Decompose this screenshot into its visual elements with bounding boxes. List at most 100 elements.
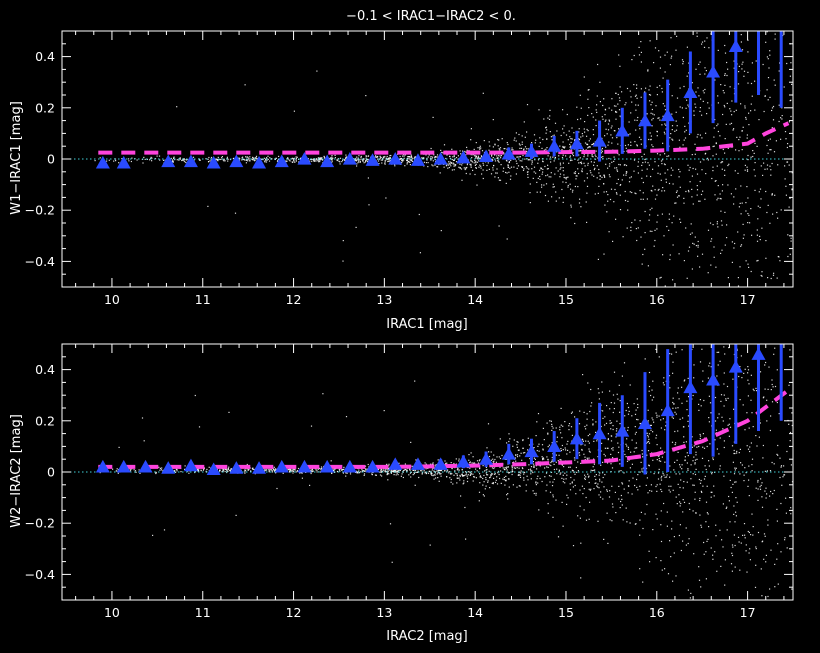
x-tick-label: 15 — [558, 605, 574, 620]
scatter-point — [648, 89, 650, 91]
scatter-point — [453, 474, 455, 476]
scatter-point — [569, 149, 571, 151]
scatter-point — [356, 163, 358, 165]
scatter-point — [493, 477, 495, 479]
scatter-point — [568, 162, 570, 164]
scatter-point — [545, 472, 548, 474]
scatter-point — [700, 586, 702, 588]
scatter-point — [399, 469, 401, 472]
scatter-point — [660, 524, 662, 526]
scatter-point — [611, 98, 613, 100]
scatter-point — [723, 104, 725, 107]
scatter-point — [118, 162, 120, 164]
scatter-point — [767, 204, 769, 206]
scatter-point — [747, 51, 749, 53]
scatter-point — [673, 552, 675, 554]
scatter-point — [646, 503, 648, 506]
scatter-point — [570, 476, 572, 479]
scatter-point — [524, 146, 527, 148]
scatter-point — [702, 446, 704, 448]
scatter-point — [611, 485, 613, 487]
scatter-point — [574, 171, 577, 173]
scatter-point — [338, 469, 341, 471]
scatter-point — [769, 149, 771, 151]
scatter-point — [345, 154, 347, 156]
scatter-point — [459, 163, 461, 165]
scatter-point — [565, 178, 567, 180]
scatter-point — [624, 427, 626, 429]
scatter-point — [664, 109, 667, 111]
scatter-point — [701, 43, 703, 45]
scatter-point — [494, 160, 497, 162]
scatter-point — [515, 454, 517, 456]
scatter-point — [660, 510, 662, 512]
scatter-point — [696, 185, 698, 187]
scatter-point — [511, 147, 513, 149]
scatter-point — [661, 124, 663, 126]
scatter-point — [570, 145, 572, 147]
scatter-point — [682, 63, 684, 65]
scatter-point — [542, 459, 544, 461]
scatter-point — [636, 145, 638, 147]
scatter-point — [642, 456, 644, 458]
scatter-point — [409, 164, 411, 166]
scatter-point — [739, 473, 741, 475]
scatter-point — [707, 157, 709, 159]
scatter-point — [669, 491, 671, 493]
scatter-point — [675, 191, 678, 193]
scatter-point — [659, 173, 661, 175]
scatter-point — [616, 393, 618, 395]
scatter-point — [727, 184, 729, 186]
scatter-point — [569, 136, 571, 138]
scatter-point — [524, 452, 526, 454]
scatter-point — [748, 112, 750, 114]
scatter-point — [627, 492, 629, 494]
scatter-point — [476, 161, 479, 163]
scatter-point — [684, 125, 686, 127]
y-tick-label: 0 — [47, 152, 55, 167]
scatter-point — [633, 451, 635, 453]
scatter-point — [615, 118, 617, 120]
scatter-point — [542, 457, 544, 459]
scatter-point — [626, 445, 628, 447]
scatter-point — [470, 163, 472, 165]
scatter-point — [711, 473, 713, 475]
scatter-point — [367, 161, 369, 163]
scatter-point — [492, 157, 494, 159]
scatter-point — [249, 156, 251, 158]
scatter-point — [642, 527, 644, 530]
scatter-point — [760, 568, 762, 570]
scatter-point — [651, 230, 653, 232]
scatter-point — [384, 159, 386, 162]
scatter-point — [679, 146, 681, 148]
scatter-point — [641, 470, 643, 472]
scatter-point — [754, 142, 756, 144]
scatter-point — [574, 222, 576, 225]
scatter-point — [605, 191, 608, 193]
median-triangle — [569, 431, 584, 445]
scatter-point — [453, 154, 455, 156]
scatter-point — [188, 472, 190, 474]
scatter-point — [688, 169, 690, 171]
scatter-point — [712, 170, 714, 172]
scatter-point — [364, 470, 366, 472]
scatter-point — [158, 466, 160, 468]
scatter-point — [465, 154, 467, 156]
scatter-point — [440, 230, 442, 232]
scatter-point — [544, 194, 547, 197]
scatter-point — [465, 168, 467, 170]
scatter-point — [411, 156, 413, 159]
scatter-point — [603, 453, 605, 455]
scatter-point — [639, 534, 641, 536]
scatter-point — [616, 170, 619, 172]
scatter-point — [611, 520, 613, 522]
scatter-point — [670, 37, 672, 39]
scatter-point — [580, 107, 582, 109]
y-tick-label: 0.4 — [35, 362, 55, 377]
scatter-point — [595, 109, 597, 111]
scatter-point — [651, 125, 653, 127]
scatter-point — [791, 83, 793, 85]
scatter-point — [749, 450, 751, 453]
scatter-point — [763, 396, 765, 398]
scatter-point — [671, 353, 673, 355]
